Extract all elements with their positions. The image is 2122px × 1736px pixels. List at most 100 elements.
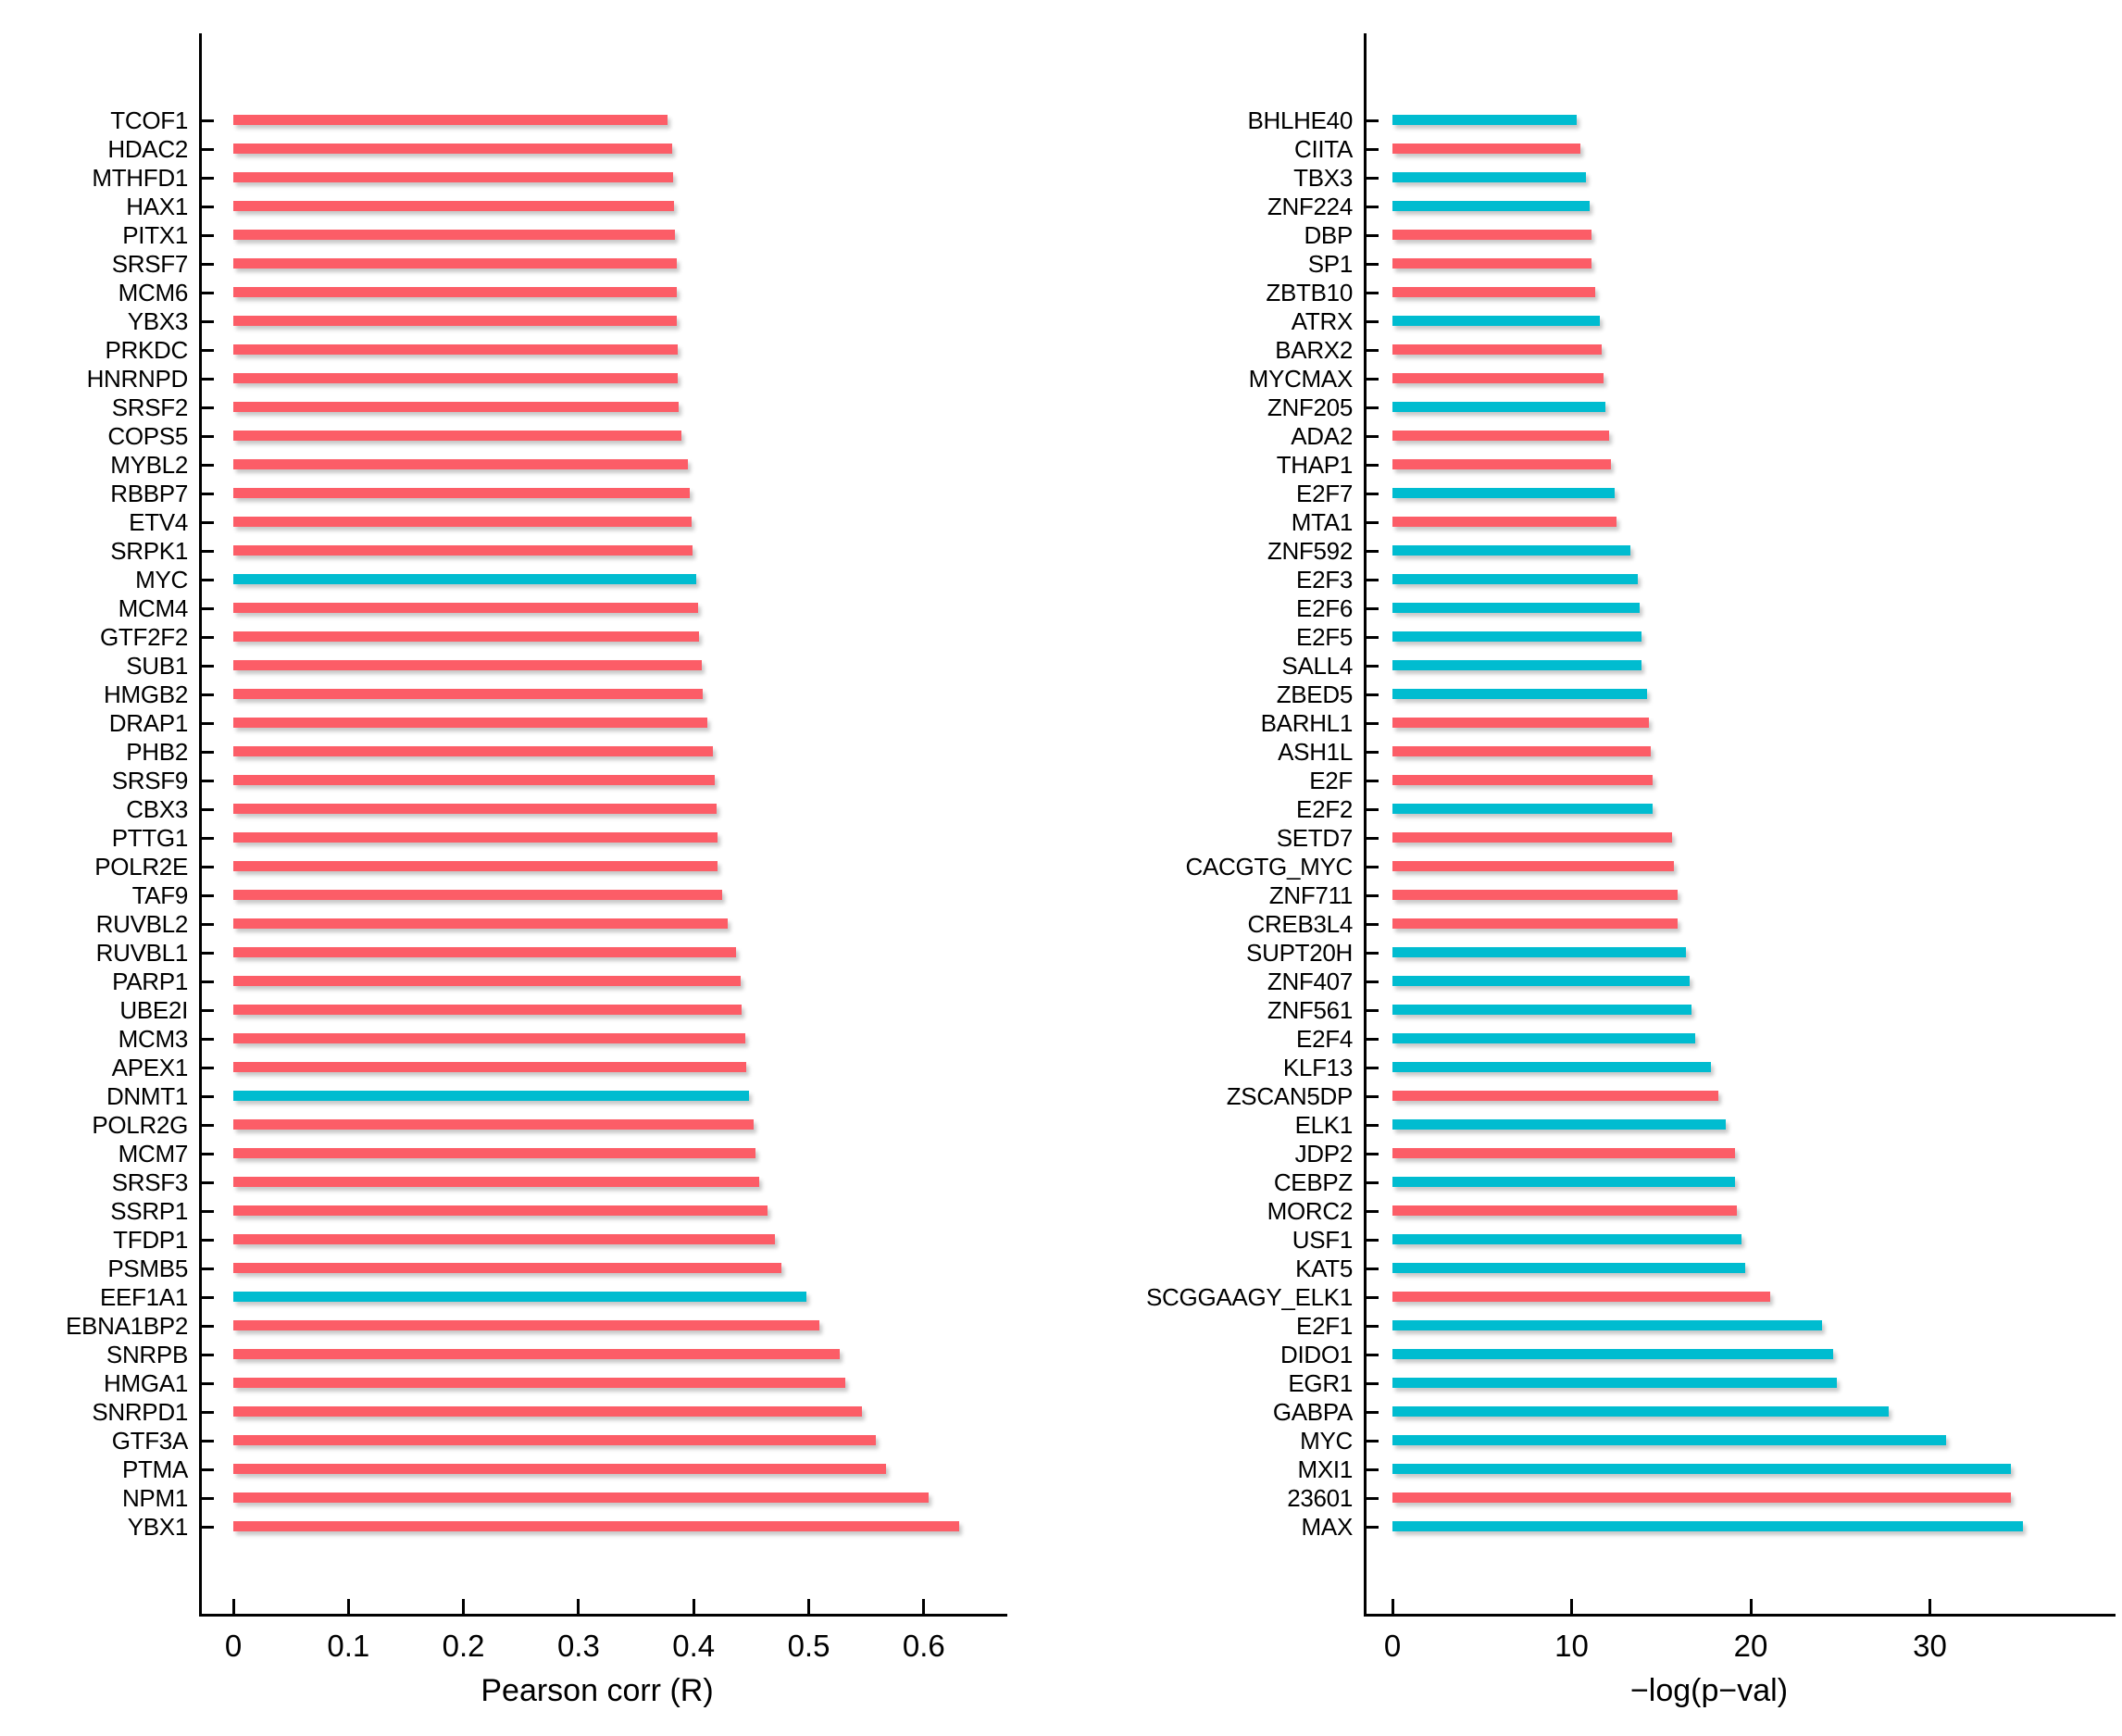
y-tick <box>199 923 214 926</box>
y-tick <box>199 1268 214 1270</box>
row-label: TAF9 <box>131 881 189 909</box>
row-label: DIDO1 <box>1280 1341 1353 1368</box>
row-label: ZBTB10 <box>1266 279 1353 306</box>
bar <box>233 574 696 584</box>
y-tick <box>199 1009 214 1012</box>
bar <box>1392 689 1647 699</box>
bar <box>1392 631 1641 642</box>
x-tick <box>231 1599 235 1614</box>
row-label: PRKDC <box>105 336 188 364</box>
row-label: GABPA <box>1272 1398 1353 1426</box>
row-label: NPM1 <box>121 1484 188 1512</box>
row-label: YBX1 <box>127 1513 189 1541</box>
row-label: PITX1 <box>122 221 188 249</box>
row-label: ZNF561 <box>1267 996 1353 1024</box>
y-tick <box>199 1153 214 1155</box>
bar <box>1392 1062 1711 1072</box>
row-label: MCM7 <box>118 1140 189 1168</box>
y-tick <box>199 751 214 754</box>
y-tick <box>199 148 214 151</box>
bar <box>233 1177 759 1187</box>
bar <box>1392 1119 1726 1130</box>
row-label: KLF13 <box>1282 1054 1353 1081</box>
bar <box>233 488 690 498</box>
row-label: RUVBL2 <box>95 910 189 938</box>
y-tick <box>199 579 214 581</box>
y-tick <box>1364 1526 1379 1529</box>
bar <box>233 832 718 843</box>
bar <box>1392 1148 1735 1158</box>
y-tick <box>1364 177 1379 180</box>
bar <box>233 316 677 326</box>
y-tick <box>199 1038 214 1041</box>
row-label: PTMA <box>121 1455 188 1483</box>
y-tick <box>1364 550 1379 553</box>
bar <box>1392 230 1592 240</box>
row-label: GTF2F2 <box>100 623 188 651</box>
y-tick <box>199 1181 214 1184</box>
y-tick <box>199 837 214 840</box>
bar <box>1392 976 1690 986</box>
row-label: SUPT20H <box>1246 939 1353 967</box>
x-tick-label: 0.5 <box>787 1629 830 1663</box>
row-label: CACGTG_MYC <box>1185 853 1354 880</box>
y-tick <box>1364 693 1379 696</box>
bar <box>1392 574 1638 584</box>
bar <box>1392 115 1577 125</box>
bar <box>1392 1406 1889 1417</box>
row-label: ZBED5 <box>1276 681 1354 708</box>
bar <box>1392 431 1609 441</box>
row-label: E2F1 <box>1296 1312 1353 1340</box>
y-tick <box>1364 1153 1379 1155</box>
y-tick <box>199 780 214 782</box>
y-tick <box>1364 1382 1379 1385</box>
y-tick <box>1364 464 1379 467</box>
bar <box>1392 1205 1737 1216</box>
y-tick <box>1364 521 1379 524</box>
row-label: SRSF9 <box>111 767 189 794</box>
bar <box>233 775 715 785</box>
bar <box>1392 1320 1822 1330</box>
y-axis-line <box>1364 33 1367 1617</box>
row-label: ETV4 <box>129 508 188 536</box>
y-tick <box>1364 1009 1379 1012</box>
y-tick <box>199 406 214 409</box>
row-label: HNRNPD <box>86 365 189 393</box>
y-tick <box>1364 1095 1379 1098</box>
row-label: RUVBL1 <box>95 939 189 967</box>
bar <box>1392 947 1686 957</box>
row-label: SSRP1 <box>110 1197 188 1225</box>
y-tick <box>199 1067 214 1069</box>
y-tick <box>1364 636 1379 639</box>
row-label: SCGGAAGY_ELK1 <box>1146 1283 1353 1311</box>
row-label: SRSF3 <box>111 1168 189 1196</box>
bar <box>1392 1033 1695 1043</box>
row-label: ADA2 <box>1291 422 1353 450</box>
bar <box>233 344 678 355</box>
bar <box>1392 459 1611 469</box>
bar <box>233 201 674 211</box>
y-tick <box>1364 866 1379 868</box>
bar <box>233 631 699 642</box>
y-tick <box>199 607 214 610</box>
bar <box>1392 832 1672 843</box>
y-tick <box>1364 980 1379 983</box>
row-label: ZNF205 <box>1267 393 1353 421</box>
x-tick <box>807 1599 810 1614</box>
y-tick <box>199 1354 214 1356</box>
row-label: EGR1 <box>1288 1369 1353 1397</box>
y-tick <box>199 1210 214 1213</box>
y-tick <box>199 320 214 323</box>
y-tick <box>199 119 214 122</box>
bar <box>233 287 677 297</box>
y-tick <box>1364 119 1379 122</box>
y-tick <box>199 177 214 180</box>
bar <box>1392 1464 2011 1474</box>
row-label: SRSF7 <box>111 250 189 278</box>
row-label: E2F <box>1309 767 1353 794</box>
y-tick <box>1364 1239 1379 1242</box>
bar <box>1392 517 1616 527</box>
bar <box>1392 1263 1745 1273</box>
bar <box>1392 1091 1718 1101</box>
